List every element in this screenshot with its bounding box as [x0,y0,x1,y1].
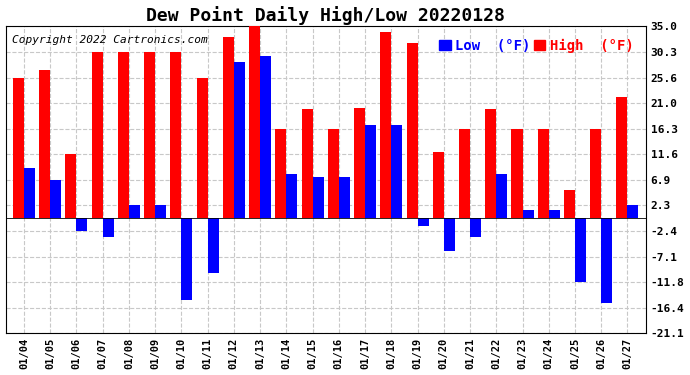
Bar [511,129,522,218]
Bar [208,218,219,273]
Bar [627,205,638,218]
Bar [24,168,35,218]
Bar [103,218,114,237]
Bar [155,205,166,218]
Bar [39,70,50,218]
Bar [459,129,470,218]
Bar [197,78,208,218]
Bar [590,129,601,218]
Bar [13,78,24,218]
Bar [616,97,627,218]
Bar [286,174,297,218]
Bar [50,180,61,218]
Bar [485,110,496,218]
Bar [129,205,140,218]
Bar [417,218,428,226]
Title: Dew Point Daily High/Low 20220128: Dew Point Daily High/Low 20220128 [146,6,505,24]
Bar [354,108,365,218]
Bar [77,218,88,231]
Legend: Low  (°F), High  (°F): Low (°F), High (°F) [434,33,639,58]
Bar [302,110,313,218]
Bar [118,52,129,218]
Bar [339,177,350,218]
Bar [234,62,245,218]
Bar [564,190,575,218]
Bar [444,218,455,250]
Bar [380,32,391,218]
Bar [249,21,260,218]
Text: Copyright 2022 Cartronics.com: Copyright 2022 Cartronics.com [12,35,208,45]
Bar [406,42,417,218]
Bar [92,52,103,218]
Bar [66,154,77,218]
Bar [275,129,286,218]
Bar [365,124,376,218]
Bar [601,218,612,303]
Bar [223,37,234,218]
Bar [522,210,533,218]
Bar [549,210,560,218]
Bar [260,56,271,218]
Bar [470,218,481,237]
Bar [313,177,324,218]
Bar [170,52,181,218]
Bar [496,174,507,218]
Bar [328,129,339,218]
Bar [391,124,402,218]
Bar [538,129,549,218]
Bar [433,152,444,218]
Bar [144,52,155,218]
Bar [575,218,586,282]
Bar [181,218,193,300]
